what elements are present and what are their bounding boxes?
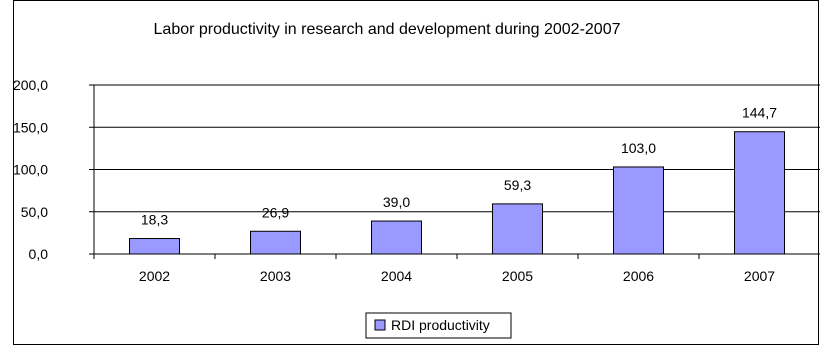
- y-tick-label: 150,0: [13, 119, 48, 135]
- chart-title: Labor productivity in research and devel…: [154, 21, 621, 38]
- gridlines: [94, 84, 820, 213]
- bar-series: 18,3 26,9 39,0 59,3 103,0 144,7: [129, 105, 785, 255]
- data-label: 59,3: [504, 177, 531, 193]
- data-label: 26,9: [262, 204, 289, 220]
- bar: [371, 220, 422, 255]
- x-tick-label: 2007: [744, 268, 775, 284]
- x-tick-label: 2005: [502, 268, 533, 284]
- x-tick-label: 2004: [381, 268, 412, 284]
- x-tick-label: 2006: [623, 268, 654, 284]
- y-tick-label: 200,0: [13, 77, 48, 93]
- bar: [129, 238, 180, 255]
- y-tick-label: 0,0: [29, 246, 49, 262]
- bar: [734, 131, 785, 255]
- data-label: 18,3: [141, 212, 168, 228]
- legend-swatch: [374, 319, 386, 331]
- x-tick-label: 2003: [260, 268, 291, 284]
- data-label: 39,0: [383, 194, 410, 210]
- data-label: 144,7: [742, 105, 777, 121]
- data-label: 103,0: [621, 140, 656, 156]
- bar: [250, 230, 301, 255]
- y-axis: 0,0 50,0 100,0 150,0 200,0: [13, 77, 95, 262]
- x-tick-label: 2002: [139, 268, 170, 284]
- legend: RDI productivity: [365, 312, 512, 339]
- y-tick-label: 50,0: [21, 204, 48, 220]
- x-axis: 2002 2003 2004 2005 2006 2007: [93, 253, 820, 284]
- bar: [613, 166, 664, 255]
- legend-label: RDI productivity: [391, 317, 490, 333]
- y-tick-label: 100,0: [13, 162, 48, 178]
- legend-box: [365, 312, 512, 339]
- chart-frame: [13, 0, 819, 345]
- bar: [492, 203, 543, 255]
